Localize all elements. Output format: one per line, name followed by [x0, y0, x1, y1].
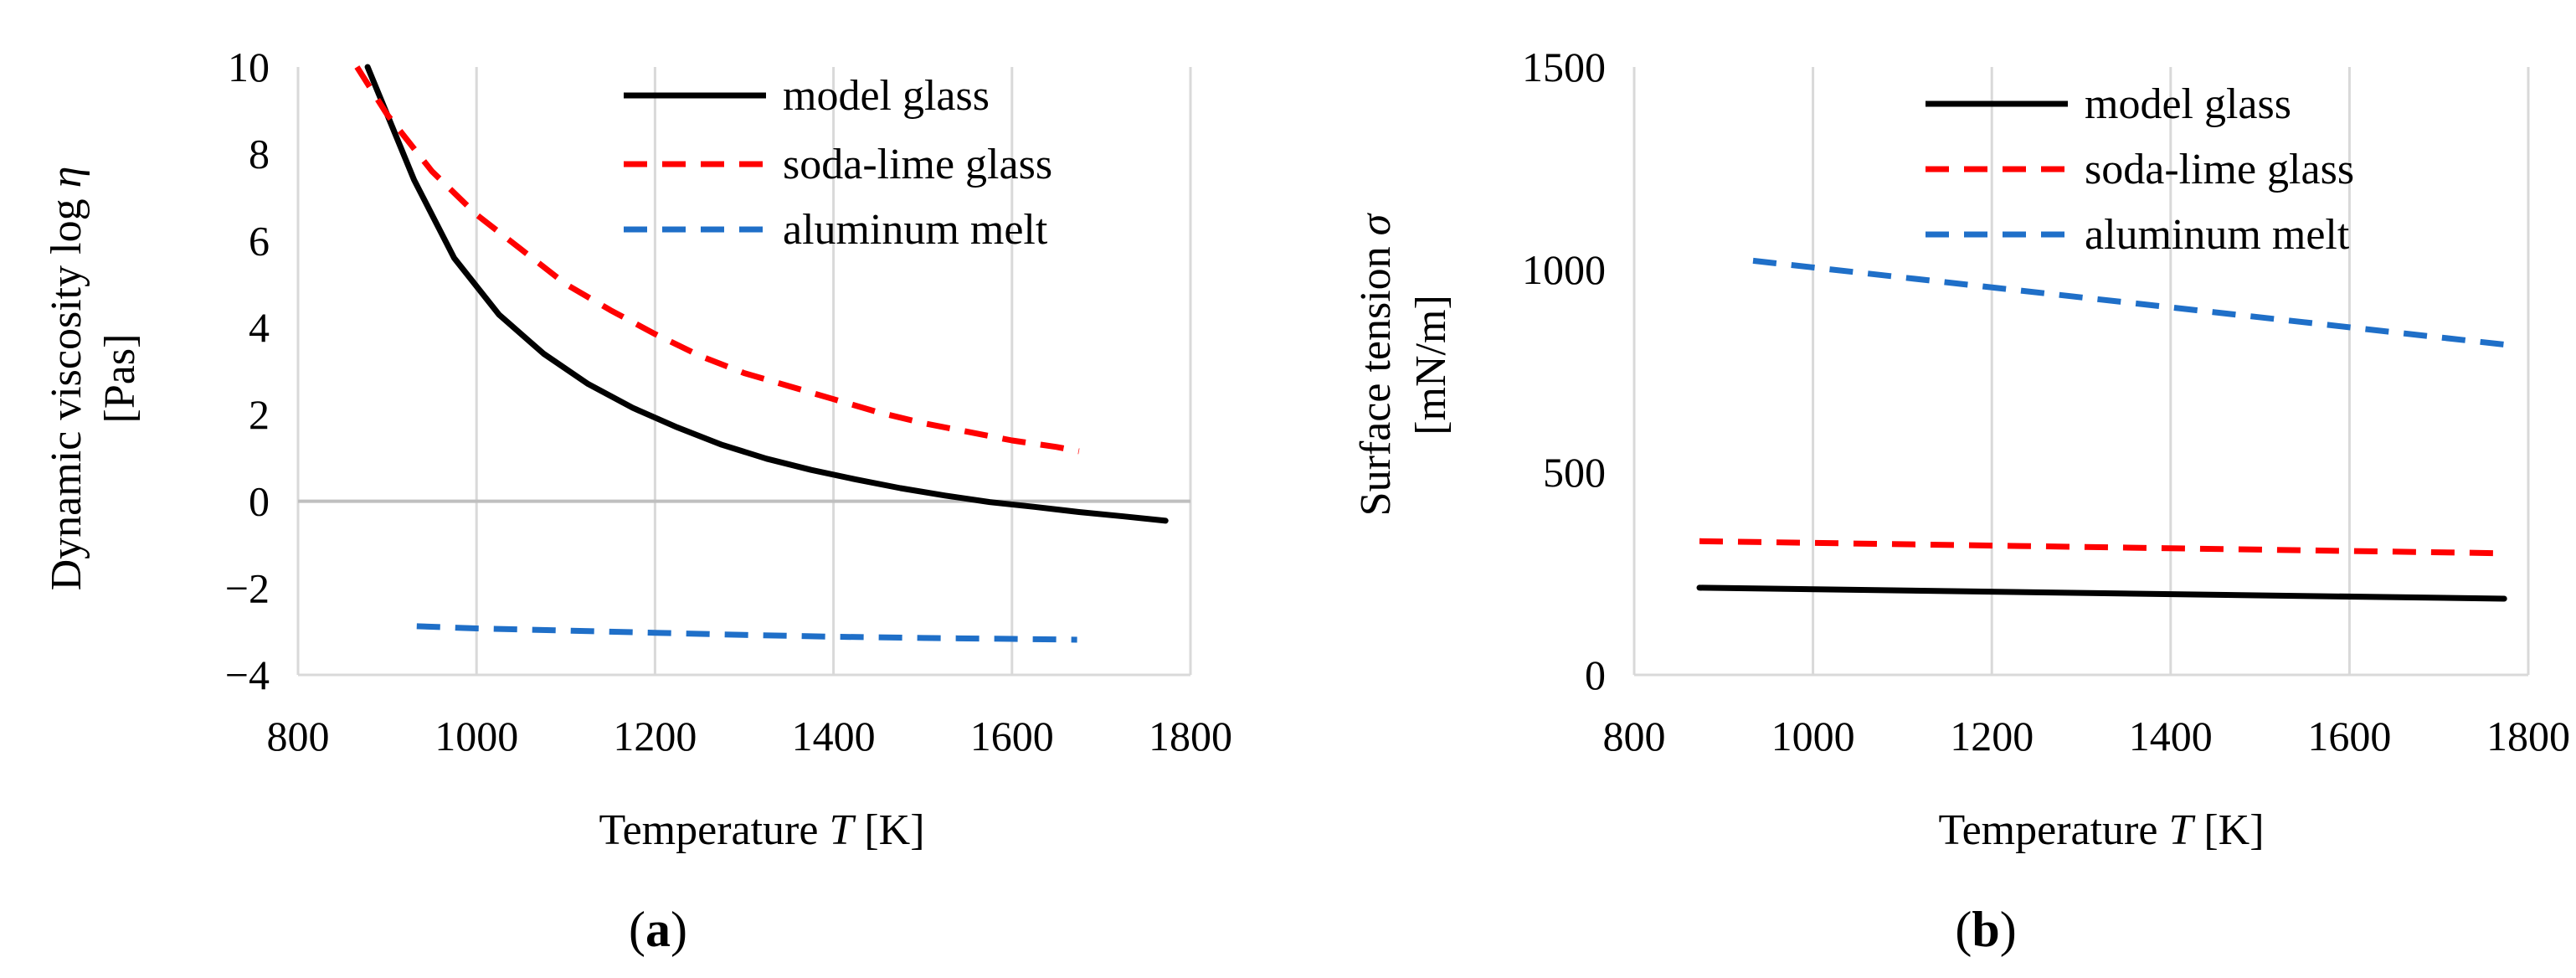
panel-a-legend-label-model-glass: model glass: [783, 72, 990, 120]
panel-a-y-tick-label: 8: [249, 131, 270, 178]
panel-b-gridlines: [1632, 67, 2530, 675]
panel-b-y-tick-label: 1500: [1522, 44, 1606, 90]
panel-a-x-axis-label: Temperature T [K]: [599, 806, 924, 854]
panel-a-y-tick-label: 10: [228, 44, 270, 90]
panel-a-x-tick-label: 1200: [613, 713, 697, 759]
panel-b-x-axis-label: Temperature T [K]: [1938, 806, 2264, 854]
panel-b-x-tick-label: 1800: [2486, 713, 2570, 759]
panel-b-x-tick-label: 1000: [1771, 713, 1855, 759]
panel-b-y-tick-labels: 0 500 1000 1500: [1522, 44, 1606, 698]
panel-a-y-tick-label: 4: [249, 304, 270, 351]
panel-a-x-tick-label: 1400: [792, 713, 876, 759]
panel-a-viscosity-chart: 800 1000 1200 1400 1600 1800 −4 −2 0 2 4 6 8 10 mode…: [43, 44, 1232, 957]
panel-a-legend: model glass soda-lime glass aluminum melt: [624, 72, 1052, 254]
panel-b-series: [1696, 257, 2507, 602]
panel-a-y-tick-label: −2: [225, 564, 270, 611]
panel-a-x-tick-label: 1800: [1149, 713, 1232, 759]
panel-a-x-tick-labels: 800 1000 1200 1400 1600 1800: [267, 713, 1233, 759]
panel-b-legend-label-soda-lime-glass: soda-lime glass: [2085, 146, 2354, 193]
panel-b-axes: [1632, 67, 2528, 677]
panel-b-y-tick-label: 500: [1543, 449, 1606, 496]
panel-a-series-soda-lime-glass: [354, 65, 1080, 455]
panel-b-legend-label-aluminum-melt: aluminum melt: [2085, 211, 2350, 259]
panel-b-series-soda-lime-glass: [1699, 538, 2505, 557]
panel-b-x-tick-label: 1400: [2129, 713, 2213, 759]
panel-a-series-aluminum-melt: [416, 623, 1077, 643]
panel-a-y-axis-label-line2: [Pas]: [96, 334, 144, 424]
panel-b-x-tick-label: 800: [1603, 713, 1666, 759]
panel-b-series-model-glass: [1696, 584, 2507, 602]
panel-b-y-axis-label-line2: [mN/m]: [1407, 295, 1455, 435]
panel-a-caption: (a): [629, 902, 687, 957]
panel-b-y-tick-label: 0: [1585, 651, 1606, 698]
panel-b-y-axis-label-line1: Surface tension σ: [1352, 212, 1400, 516]
panel-a-axes: [296, 67, 1190, 677]
panel-a-y-axis-label-line1: Dynamic viscosity log η: [43, 167, 90, 591]
panel-b-surface-tension-chart: 800 1000 1200 1400 1600 1800 0 500 1000 1500 mod…: [1352, 44, 2570, 957]
panel-b-legend: model glass soda-lime glass aluminum melt: [1926, 80, 2354, 259]
panel-a-legend-label-aluminum-melt: aluminum melt: [783, 206, 1048, 254]
panel-b-series-aluminum-melt: [1752, 257, 2505, 347]
panel-b-x-tick-labels: 800 1000 1200 1400 1600 1800: [1603, 713, 2571, 759]
panel-a-y-tick-labels: −4 −2 0 2 4 6 8 10: [225, 44, 270, 698]
panel-b-x-tick-label: 1200: [1950, 713, 2034, 759]
panel-a-series-model-glass: [364, 64, 1169, 524]
panel-b-y-tick-label: 1000: [1522, 246, 1606, 293]
panel-a-y-tick-label: 0: [249, 478, 270, 525]
panel-a-x-tick-label: 800: [267, 713, 330, 759]
panel-b-x-tick-label: 1600: [2307, 713, 2391, 759]
panel-a-y-tick-label: −4: [225, 651, 270, 698]
panel-a-legend-label-soda-lime-glass: soda-lime glass: [783, 141, 1052, 188]
panel-b-caption: (b): [1955, 902, 2016, 957]
panel-a-x-tick-label: 1000: [434, 713, 518, 759]
panel-a-x-tick-label: 1600: [970, 713, 1054, 759]
panel-a-series: [354, 64, 1169, 643]
panel-a-y-tick-label: 6: [249, 217, 270, 264]
panel-b-legend-label-model-glass: model glass: [2085, 80, 2291, 128]
panel-a-y-tick-label: 2: [249, 391, 270, 438]
